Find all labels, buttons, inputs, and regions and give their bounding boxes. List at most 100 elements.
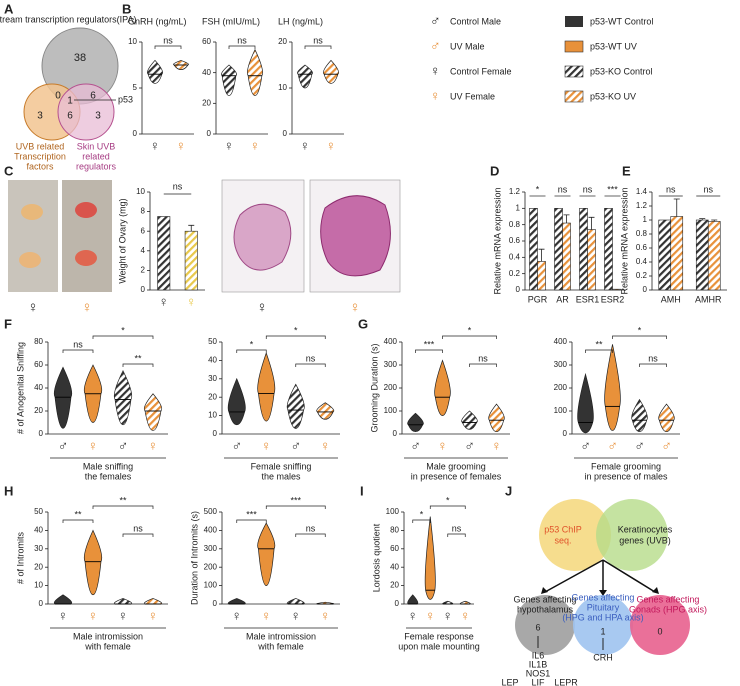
- panel-chart: 0 10 20 30 40 50 # of Intromits ♀ ♀ ♀ ♀ Male introm…: [15, 495, 168, 651]
- panel-chart: 0 100 200 300 400 Grooming Duration (s) ♂ ♀ ♂ ♀ Ma…: [369, 325, 510, 481]
- set-count: 6: [535, 622, 540, 632]
- x-tick-label: ESR2: [601, 294, 625, 304]
- sig-label: ns: [558, 184, 568, 194]
- bar: [604, 208, 613, 291]
- legend-symbol: ♂: [430, 38, 441, 54]
- set-label: (HPG and HPA axis): [562, 612, 643, 622]
- y-tick-label: 20: [278, 37, 287, 46]
- x-tick-label: ♂: [410, 438, 421, 454]
- panel-letter: E: [622, 163, 631, 178]
- violin: [461, 410, 478, 430]
- tissue: [233, 203, 292, 271]
- error-bar: [673, 198, 680, 217]
- x-axis-label: upon male mounting: [398, 641, 480, 651]
- sig-label: *: [468, 325, 472, 335]
- panel-letter: I: [360, 483, 364, 498]
- x-tick-label: ♂: [291, 438, 302, 454]
- y-tick-label: 1.2: [636, 201, 648, 210]
- sig-bracket: [469, 363, 497, 367]
- violin: [53, 594, 73, 605]
- gene: NOS1: [526, 668, 551, 678]
- gene: LEPR: [554, 677, 578, 686]
- x-tick-label: ♀: [443, 608, 454, 624]
- y-axis-label: Relative mRNA expression: [492, 187, 502, 294]
- sig-bracket: [122, 363, 154, 367]
- violin: [488, 403, 505, 433]
- sex-symbol: ♀: [256, 299, 267, 316]
- arrowhead: [541, 587, 659, 596]
- y-tick-label: 20: [208, 392, 217, 401]
- x-tick-label: ♂: [634, 438, 645, 454]
- photo: [8, 180, 58, 292]
- gene: LIF: [531, 677, 545, 686]
- set-label: Keratinocytes: [618, 524, 673, 534]
- x-tick-label: ♀: [491, 438, 502, 454]
- y-tick-label: 1.2: [509, 187, 521, 196]
- sig-label: **: [134, 353, 142, 363]
- y-tick-label: 0: [207, 129, 212, 138]
- bar: [554, 208, 563, 291]
- violin: [631, 398, 648, 433]
- sig-bracket: [585, 349, 613, 353]
- set-label: Genes affecting: [572, 592, 635, 602]
- violin: [257, 522, 276, 586]
- venn-circle: [57, 83, 115, 141]
- bar: [587, 229, 596, 291]
- y-axis-label: Relative mRNA expression: [619, 187, 629, 294]
- x-axis-label: Male sniffing: [83, 461, 133, 471]
- ovary: [75, 250, 97, 266]
- set-count: 0: [657, 626, 662, 636]
- x-tick-label: PGR: [528, 294, 548, 304]
- y-tick-label: 0: [516, 285, 521, 294]
- y-axis-label: Grooming Duration (s): [369, 343, 379, 432]
- y-tick-label: 400: [384, 337, 398, 346]
- legend-label: p53-WT Control: [590, 16, 653, 26]
- panel-chart: 0 5 10 GnRH (ng/mL) ♀ ♀ ns: [128, 16, 194, 154]
- sig-bracket: [429, 505, 466, 509]
- x-axis-label: Female grooming: [591, 461, 661, 471]
- x-tick-label: AMH: [661, 294, 681, 304]
- x-tick-label: ♂: [607, 438, 618, 454]
- x-axis-label: the males: [261, 471, 301, 481]
- y-tick-label: 60: [34, 360, 43, 369]
- x-tick-label: ♀: [58, 608, 69, 624]
- sig-label: ns: [73, 339, 83, 349]
- panel-letter: A: [4, 1, 14, 16]
- y-tick-label: 40: [390, 562, 399, 571]
- panel-chart: 0 10 20 LH (ng/mL) ♀ ♀ ns: [278, 16, 344, 154]
- photo: [62, 180, 112, 292]
- legend-swatch: [564, 65, 584, 78]
- sig-bracket: [265, 335, 326, 339]
- sig-bracket: [92, 505, 154, 509]
- x-tick-label: ♂: [118, 438, 129, 454]
- venn-label: UVB related: [16, 141, 65, 151]
- sig-bracket: [447, 533, 466, 537]
- y-tick-label: 40: [202, 68, 211, 77]
- set-label: genes (UVB): [619, 535, 671, 545]
- set-label: seq.: [554, 535, 571, 545]
- violin: [83, 529, 103, 596]
- panel-letter: C: [4, 163, 14, 178]
- violin: [53, 366, 73, 429]
- sig-bracket: [295, 533, 326, 537]
- legend-symbol: ♀: [430, 63, 441, 79]
- sig-bracket: [612, 335, 667, 339]
- sig-bracket: [236, 519, 267, 523]
- y-tick-label: 10: [128, 37, 137, 46]
- y-tick-label: 40: [208, 356, 217, 365]
- y-tick-label: 0.2: [509, 269, 521, 278]
- y-tick-label: 0: [393, 429, 398, 438]
- arrow: [544, 559, 656, 593]
- venn-label: regulators: [76, 161, 117, 171]
- axis: [141, 42, 194, 135]
- x-tick-label: ESR1: [576, 294, 600, 304]
- sex-symbol: ♀: [81, 299, 92, 316]
- y-tick-label: 40: [34, 383, 43, 392]
- y-tick-label: 200: [384, 383, 398, 392]
- y-tick-label: 100: [386, 507, 400, 516]
- sig-label: ***: [424, 339, 435, 349]
- ovary: [21, 204, 43, 220]
- y-tick-label: 40: [34, 526, 43, 535]
- gene: IL6: [532, 650, 545, 660]
